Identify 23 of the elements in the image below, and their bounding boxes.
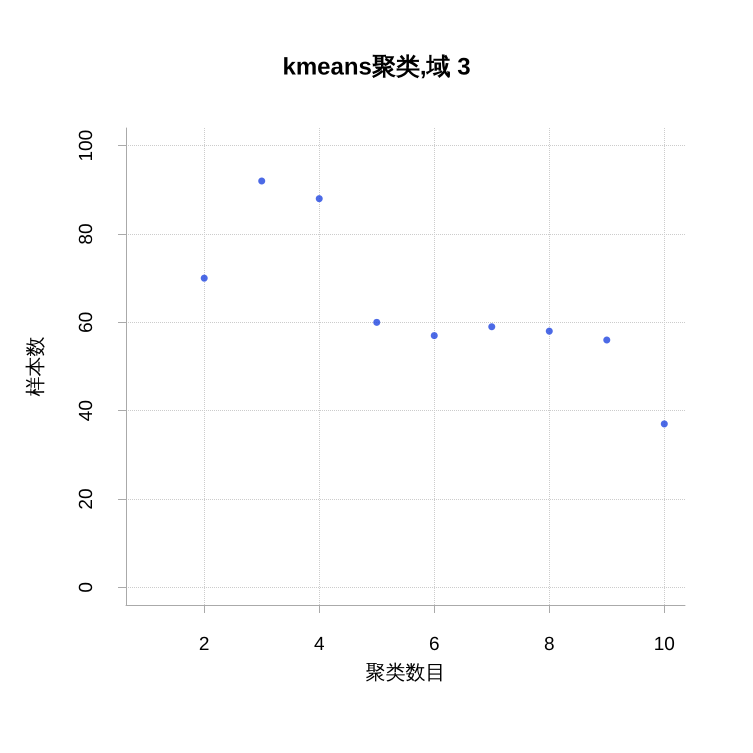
y-tick-label: 100 <box>76 130 97 162</box>
y-axis-title: 样本数 <box>25 336 47 396</box>
point <box>660 420 668 428</box>
y-tick-label: 20 <box>76 488 97 510</box>
point <box>258 178 266 184</box>
x-tick-label: 8 <box>544 634 555 655</box>
x-tick-label: 6 <box>428 634 440 655</box>
x-tick-label: 2 <box>198 634 210 655</box>
y-tick-label: 0 <box>76 582 97 593</box>
x-tick-label: 4 <box>314 634 325 655</box>
chart-title: kmeans聚类,域 3 <box>282 54 471 80</box>
y-tick-label: 60 <box>76 312 97 333</box>
x-axis-title: 聚类数目 <box>366 662 446 684</box>
point <box>488 323 496 330</box>
x-tick-label: 10 <box>654 634 675 655</box>
point <box>603 336 610 344</box>
y-tick-label: 40 <box>76 400 97 422</box>
point <box>430 332 438 340</box>
point <box>373 318 380 326</box>
y-tick-label: 80 <box>76 223 97 245</box>
point <box>200 274 208 282</box>
point <box>546 328 553 335</box>
point <box>316 195 323 202</box>
